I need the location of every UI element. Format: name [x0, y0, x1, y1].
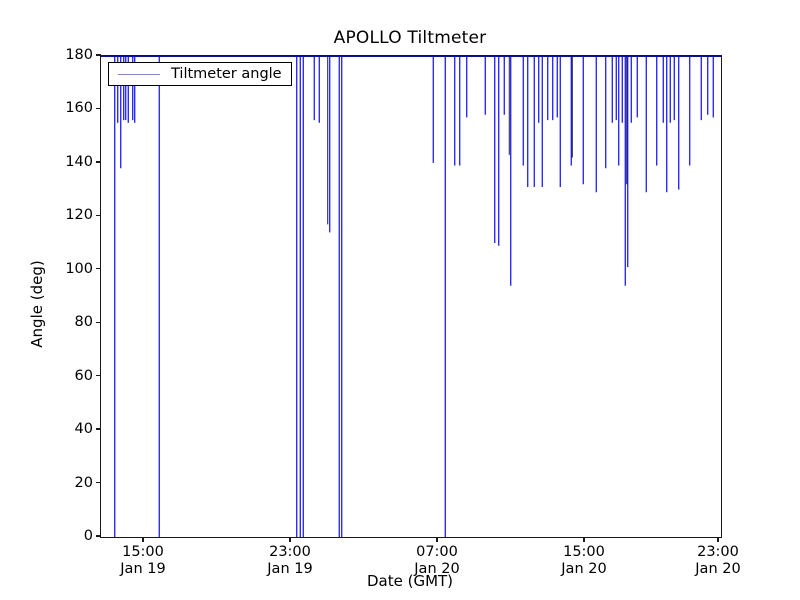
- plot-area: [100, 55, 722, 538]
- y-tick-label: 160: [65, 100, 93, 117]
- x-tick-time: 23:00: [269, 544, 311, 560]
- y-tick-label: 120: [65, 207, 93, 224]
- legend-line-swatch: [118, 73, 160, 75]
- page-title: APOLLO Tiltmeter: [333, 28, 487, 48]
- y-tick-label: 0: [83, 528, 93, 544]
- x-tick-time: 15:00: [122, 544, 164, 560]
- x-tick-date: Jan 19: [267, 561, 313, 577]
- y-tick-mark: [96, 535, 101, 537]
- series-plot: [101, 56, 721, 537]
- legend[interactable]: Tiltmeter angle: [108, 62, 292, 86]
- x-tick-mark: [436, 537, 438, 542]
- y-tick-mark: [96, 161, 101, 163]
- y-tick-mark: [96, 214, 101, 216]
- y-tick-label: 100: [65, 260, 93, 277]
- x-tick-mark: [583, 537, 585, 542]
- y-tick-mark: [96, 268, 101, 270]
- x-tick-date: Jan 19: [120, 561, 166, 577]
- x-tick-label: 07:00 Jan 20: [377, 544, 497, 578]
- x-tick-mark: [142, 537, 144, 542]
- y-tick-label: 20: [74, 474, 93, 491]
- y-tick-mark: [96, 481, 101, 484]
- x-tick-date: Jan 20: [414, 561, 460, 577]
- x-axis-label: Date (GMT): [366, 572, 454, 590]
- y-tick-mark: [96, 107, 101, 110]
- y-tick-mark: [96, 375, 101, 377]
- legend-label: Tiltmeter angle: [171, 66, 282, 82]
- y-tick-mark: [96, 321, 101, 323]
- x-tick-time: 15:00: [563, 544, 605, 560]
- x-tick-label: 23:00 Jan 19: [230, 544, 350, 578]
- y-tick-mark: [96, 428, 101, 430]
- x-tick-date: Jan 20: [561, 561, 607, 577]
- y-tick-label: 180: [65, 47, 93, 63]
- y-tick-label: 40: [74, 421, 93, 438]
- x-tick-time: 23:00: [697, 544, 739, 560]
- y-tick-label: 140: [65, 153, 93, 170]
- y-tick-mark: [96, 54, 101, 56]
- x-tick-label: 15:00 Jan 19: [83, 544, 203, 578]
- y-tick-label: 80: [74, 314, 93, 331]
- y-axis-label: Angle (deg): [28, 260, 46, 348]
- y-tick-label: 60: [74, 367, 93, 384]
- x-tick-date: Jan 20: [695, 561, 741, 577]
- x-tick-time: 07:00: [416, 544, 458, 560]
- x-tick-label: 15:00 Jan 20: [524, 544, 644, 578]
- x-tick-mark: [289, 537, 291, 542]
- x-tick-label: 23:00 Jan 20: [658, 544, 778, 578]
- x-tick-mark: [717, 537, 719, 542]
